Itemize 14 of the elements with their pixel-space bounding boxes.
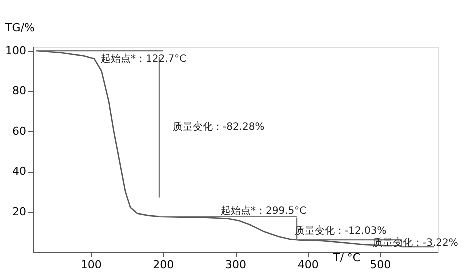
y-axis-title: TG/% <box>4 22 35 34</box>
x-tick-label: 100 <box>80 258 102 272</box>
x-tick-label: 500 <box>370 258 392 272</box>
x-axis-title: T/ °C <box>332 252 361 264</box>
y-tick-label: 60 <box>12 124 26 138</box>
x-tick-label: 400 <box>298 258 319 272</box>
annotation: 质量变化：-82.28% <box>173 121 265 133</box>
y-tick-label: 20 <box>12 205 26 218</box>
x-tick-label: 300 <box>226 258 246 272</box>
y-tick-label: 80 <box>12 84 26 98</box>
x-tick-label: 200 <box>153 258 174 272</box>
annotation: 起始点*：299.5°C <box>221 205 307 217</box>
y-tick-label: 40 <box>12 165 26 178</box>
y-tick-label: 100 <box>6 44 26 58</box>
